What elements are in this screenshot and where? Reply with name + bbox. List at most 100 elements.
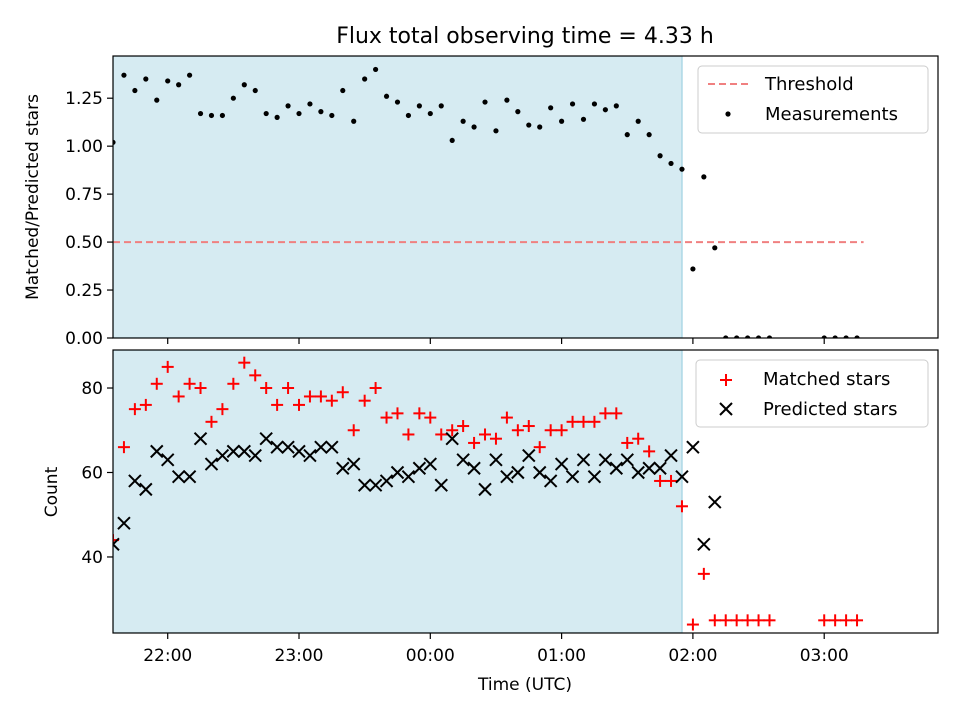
x-b <box>161 453 175 467</box>
measurement-point <box>613 103 619 109</box>
predicted-star-point <box>576 453 591 467</box>
predicted-star-point <box>533 465 547 480</box>
y-tick-label: 0.75 <box>65 185 103 205</box>
predicted-star-point <box>259 431 273 446</box>
x-b <box>664 448 678 463</box>
measurement-point <box>186 72 193 78</box>
observing-window-shade-count <box>113 350 683 633</box>
matched-star-point <box>161 360 174 373</box>
ratio-y-label: Matched/Predicted stars <box>23 94 43 300</box>
x-b <box>445 431 459 446</box>
predicted-star-point <box>467 461 481 475</box>
x-b <box>314 440 328 454</box>
matched-star-point <box>413 407 426 420</box>
x-b <box>412 461 427 475</box>
x-b <box>171 470 186 484</box>
predicted-star-point <box>128 474 142 488</box>
y-tick-label: 0.50 <box>65 233 103 253</box>
predicted-star-point <box>401 470 416 484</box>
x-b <box>522 448 536 463</box>
matched-star-point <box>249 369 262 382</box>
x-b <box>390 465 405 480</box>
matched-star-point <box>697 567 710 580</box>
matched-star-point <box>489 432 502 445</box>
matched-star-point <box>238 356 251 369</box>
measurement-point <box>504 97 510 103</box>
x-tick-label: 03:00 <box>800 646 849 666</box>
predicted-star-point <box>368 478 383 492</box>
measurement-point <box>723 335 729 338</box>
measurement-point <box>460 118 466 124</box>
x-b <box>215 448 230 463</box>
measurement-point <box>263 110 269 117</box>
count-panel: 40 60 80 22:00 23:00 00:00 01:00 02:00 03:00 Co… <box>42 349 939 695</box>
x-b <box>456 453 470 467</box>
measurement-point <box>854 335 860 338</box>
matched-star-point <box>829 614 842 627</box>
matched-star-point <box>675 500 688 513</box>
matched-star-point <box>227 377 240 390</box>
predicted-star-point <box>161 453 175 467</box>
count-axes-frame <box>112 349 939 634</box>
measurement-point <box>197 110 204 117</box>
measurement-point <box>427 110 433 117</box>
x-b <box>697 537 711 552</box>
predicted-star-point <box>281 440 295 454</box>
matched-star-point <box>424 411 437 424</box>
measurement-point <box>755 335 762 338</box>
predicted-star-point <box>653 461 667 475</box>
measurement-point <box>821 335 827 338</box>
measurement-point <box>766 335 773 338</box>
matched-star-point <box>380 411 393 424</box>
predicted-star-point <box>587 470 602 484</box>
matched-star-point <box>457 420 470 433</box>
matched-star-point <box>708 614 721 627</box>
matched-star-point <box>303 390 316 403</box>
predicted-star-point <box>412 461 427 475</box>
predicted-star-point <box>113 537 120 552</box>
matched-star-point <box>818 614 831 627</box>
x-b <box>303 448 317 463</box>
matched-star-point <box>391 407 404 420</box>
legend-matched-swatch <box>720 374 732 386</box>
matched-star-point <box>840 614 853 627</box>
count-x-ticks: 22:00 23:00 00:00 01:00 02:00 03:00 <box>143 633 849 666</box>
measurement-point <box>340 87 346 94</box>
x-b <box>554 457 569 471</box>
measurement-point <box>252 87 258 94</box>
x-b <box>117 516 131 530</box>
measurement-point <box>274 114 280 120</box>
x-b <box>150 444 164 459</box>
measurement-point <box>471 124 477 130</box>
measurement-point <box>372 66 379 73</box>
predicted-star-point <box>314 440 328 454</box>
predicted-star-point <box>642 461 656 475</box>
x-b <box>139 482 153 497</box>
predicted-star-point <box>270 440 284 454</box>
measurement-point <box>548 105 554 111</box>
predicted-star-point <box>193 431 208 446</box>
y-tick-label: 1.25 <box>65 89 103 109</box>
x-tick-label: 23:00 <box>275 646 324 666</box>
x-a <box>113 542 120 552</box>
predicted-star-point <box>522 448 536 463</box>
x-b <box>434 478 448 492</box>
x-b <box>204 457 219 471</box>
x-b <box>113 537 120 546</box>
measurement-point <box>165 78 171 84</box>
legend-threshold-label: Threshold <box>764 74 854 95</box>
y-tick-label: 0.00 <box>65 329 103 349</box>
ratio-legend-box <box>697 65 929 134</box>
matched-star-point <box>588 415 601 428</box>
predicted-star-point <box>500 470 514 484</box>
x-b <box>489 453 503 467</box>
measurement-point <box>635 118 641 124</box>
matched-star-point <box>632 432 645 445</box>
measurement-point <box>307 101 313 107</box>
x-b <box>686 440 700 454</box>
measurement-point <box>362 76 368 82</box>
y-tick-label: 80 <box>81 379 103 399</box>
matched-star-point <box>347 424 360 437</box>
matched-star-point <box>336 386 349 399</box>
predicted-star-point <box>675 470 689 484</box>
